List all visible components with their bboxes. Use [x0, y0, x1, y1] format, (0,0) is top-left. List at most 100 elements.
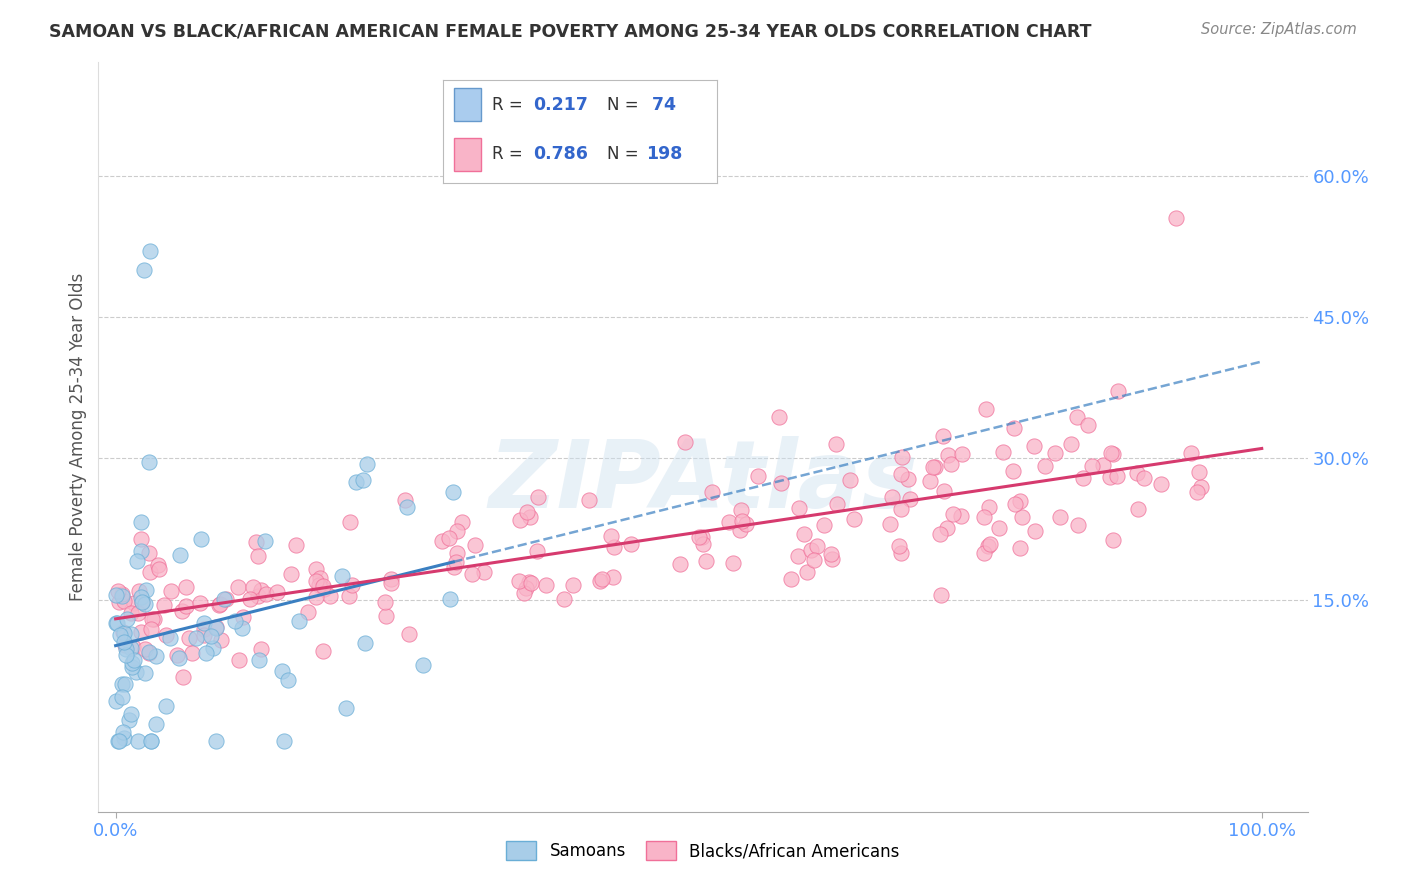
Point	[793, 526, 815, 541]
Point	[974, 402, 997, 417]
Point	[184, 631, 207, 645]
Point	[138, 644, 160, 658]
Point	[129, 591, 152, 605]
Point	[446, 546, 468, 560]
Point	[114, 648, 136, 662]
Point	[380, 576, 402, 591]
Point	[561, 578, 583, 592]
Text: Source: ZipAtlas.com: Source: ZipAtlas.com	[1201, 22, 1357, 37]
Point	[105, 694, 128, 708]
Bar	[454, 137, 481, 170]
Point	[1164, 211, 1187, 225]
Point	[312, 644, 335, 658]
Point	[673, 435, 696, 450]
Point	[880, 490, 903, 504]
Point	[145, 649, 167, 664]
Point	[200, 630, 222, 644]
Point	[145, 717, 167, 731]
Point	[461, 567, 484, 582]
Point	[141, 612, 163, 626]
Point	[1071, 471, 1094, 485]
Point	[1008, 541, 1031, 555]
Point	[121, 660, 143, 674]
Point	[134, 597, 156, 611]
Point	[105, 616, 128, 631]
Point	[120, 627, 142, 641]
Point	[977, 500, 1000, 514]
Point	[669, 558, 692, 572]
Point	[188, 596, 211, 610]
Point	[308, 571, 330, 585]
Point	[228, 652, 250, 666]
Point	[104, 616, 127, 631]
Point	[578, 493, 600, 508]
Point	[242, 580, 264, 594]
Point	[1004, 497, 1026, 511]
Point	[224, 615, 246, 629]
Point	[174, 599, 197, 614]
Point	[924, 459, 946, 474]
Point	[153, 598, 176, 612]
Point	[254, 587, 277, 601]
Point	[526, 543, 548, 558]
Point	[520, 576, 543, 591]
Point	[120, 640, 142, 655]
Point	[441, 484, 464, 499]
Point	[209, 598, 232, 612]
Point	[553, 591, 575, 606]
Point	[193, 616, 215, 631]
Point	[247, 653, 270, 667]
Point	[1105, 469, 1128, 483]
Point	[131, 625, 153, 640]
Point	[120, 606, 142, 620]
Point	[1024, 524, 1046, 538]
Point	[842, 512, 865, 526]
Point	[139, 734, 162, 748]
Point	[932, 484, 955, 499]
Point	[730, 503, 752, 517]
Point	[247, 589, 270, 603]
Point	[127, 606, 149, 620]
Point	[591, 572, 613, 586]
Text: 0.217: 0.217	[533, 96, 588, 114]
Text: N =: N =	[607, 96, 644, 114]
Point	[374, 595, 396, 609]
Point	[806, 539, 828, 553]
Point	[246, 549, 269, 563]
Point	[131, 595, 153, 609]
Text: SAMOAN VS BLACK/AFRICAN AMERICAN FEMALE POVERTY AMONG 25-34 YEAR OLDS CORRELATIO: SAMOAN VS BLACK/AFRICAN AMERICAN FEMALE …	[49, 22, 1091, 40]
Point	[779, 572, 801, 586]
Point	[139, 244, 162, 258]
Point	[245, 534, 267, 549]
Point	[950, 447, 973, 461]
Point	[430, 534, 453, 549]
Point	[155, 698, 177, 713]
Point	[155, 628, 177, 642]
Point	[394, 492, 416, 507]
Point	[305, 562, 328, 576]
Bar	[454, 88, 481, 121]
Point	[108, 734, 131, 748]
Point	[380, 572, 402, 586]
Point	[193, 622, 215, 636]
Point	[935, 521, 957, 535]
Point	[354, 636, 377, 650]
Point	[120, 706, 142, 721]
Point	[735, 516, 758, 531]
Point	[129, 533, 152, 547]
Point	[288, 614, 311, 628]
Point	[125, 665, 148, 679]
Point	[330, 569, 353, 583]
Point	[1188, 465, 1211, 479]
Point	[929, 527, 952, 541]
Point	[439, 591, 461, 606]
Point	[1008, 493, 1031, 508]
Point	[114, 638, 136, 652]
Point	[131, 543, 153, 558]
Point	[977, 539, 1000, 553]
Point	[208, 599, 231, 613]
Point	[1066, 409, 1088, 424]
Point	[820, 547, 842, 561]
Point	[308, 578, 330, 592]
Point	[134, 262, 156, 277]
